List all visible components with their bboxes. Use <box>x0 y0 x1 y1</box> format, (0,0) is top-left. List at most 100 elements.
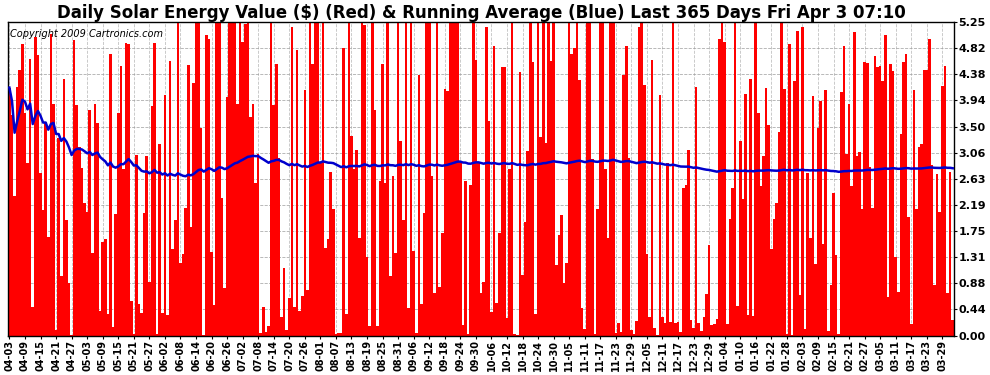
Bar <box>565 264 568 336</box>
Bar <box>742 199 744 336</box>
Bar <box>827 331 830 336</box>
Bar <box>674 323 677 336</box>
Bar <box>817 128 820 336</box>
Bar <box>358 238 360 336</box>
Bar <box>291 27 293 336</box>
Bar <box>679 332 682 336</box>
Bar <box>671 22 674 336</box>
Bar <box>612 22 615 336</box>
Bar <box>109 54 112 336</box>
Bar <box>107 314 109 336</box>
Bar <box>847 104 850 336</box>
Bar <box>60 276 62 336</box>
Bar <box>677 322 679 336</box>
Bar <box>99 310 101 336</box>
Bar <box>542 22 545 336</box>
Bar <box>330 172 332 336</box>
Bar <box>602 22 604 336</box>
Bar <box>407 308 410 336</box>
Bar <box>812 96 814 336</box>
Bar <box>249 117 251 336</box>
Bar <box>394 253 397 336</box>
Bar <box>373 111 376 336</box>
Bar <box>264 332 267 336</box>
Bar <box>495 303 498 336</box>
Bar <box>360 22 363 336</box>
Bar <box>448 22 451 336</box>
Bar <box>301 296 304 336</box>
Bar <box>158 144 161 336</box>
Bar <box>552 22 555 336</box>
Bar <box>838 334 840 336</box>
Bar <box>544 142 547 336</box>
Bar <box>296 50 298 336</box>
Bar <box>650 60 653 336</box>
Bar <box>50 34 52 336</box>
Bar <box>197 22 200 336</box>
Bar <box>936 174 939 336</box>
Bar <box>557 235 560 336</box>
Bar <box>368 326 371 336</box>
Bar <box>257 154 259 336</box>
Bar <box>309 22 311 336</box>
Bar <box>830 285 833 336</box>
Bar <box>682 188 684 336</box>
Bar <box>304 90 306 336</box>
Bar <box>840 92 842 336</box>
Bar <box>641 22 644 336</box>
Bar <box>19 70 21 336</box>
Bar <box>319 163 322 336</box>
Bar <box>583 329 586 336</box>
Bar <box>892 71 894 336</box>
Bar <box>881 81 884 336</box>
Bar <box>179 263 182 336</box>
Bar <box>746 315 749 336</box>
Bar <box>469 185 472 336</box>
Bar <box>835 255 838 336</box>
Bar <box>285 330 288 336</box>
Bar <box>889 64 892 336</box>
Bar <box>628 158 630 336</box>
Bar <box>65 220 67 336</box>
Bar <box>223 288 226 336</box>
Bar <box>929 39 931 336</box>
Bar <box>410 22 413 336</box>
Bar <box>698 322 700 336</box>
Bar <box>239 22 242 336</box>
Bar <box>314 22 317 336</box>
Bar <box>80 168 83 336</box>
Bar <box>926 70 929 336</box>
Bar <box>918 147 921 336</box>
Bar <box>153 43 155 336</box>
Bar <box>73 40 75 336</box>
Bar <box>863 62 866 336</box>
Bar <box>192 83 195 336</box>
Bar <box>464 181 467 336</box>
Bar <box>555 265 557 336</box>
Bar <box>562 283 565 336</box>
Bar <box>133 334 135 336</box>
Bar <box>718 39 721 336</box>
Bar <box>482 282 485 336</box>
Bar <box>599 22 602 336</box>
Bar <box>833 193 835 336</box>
Bar <box>724 42 726 336</box>
Bar <box>503 67 506 336</box>
Bar <box>524 222 527 336</box>
Bar <box>772 219 775 336</box>
Bar <box>770 249 772 336</box>
Bar <box>860 209 863 336</box>
Bar <box>88 110 91 336</box>
Bar <box>791 334 793 336</box>
Bar <box>461 325 464 336</box>
Bar <box>171 249 174 336</box>
Bar <box>283 268 285 336</box>
Bar <box>371 22 373 336</box>
Bar <box>376 327 379 336</box>
Bar <box>453 22 456 336</box>
Bar <box>705 294 708 336</box>
Bar <box>350 136 352 336</box>
Bar <box>744 94 746 336</box>
Bar <box>125 43 128 336</box>
Bar <box>182 254 184 336</box>
